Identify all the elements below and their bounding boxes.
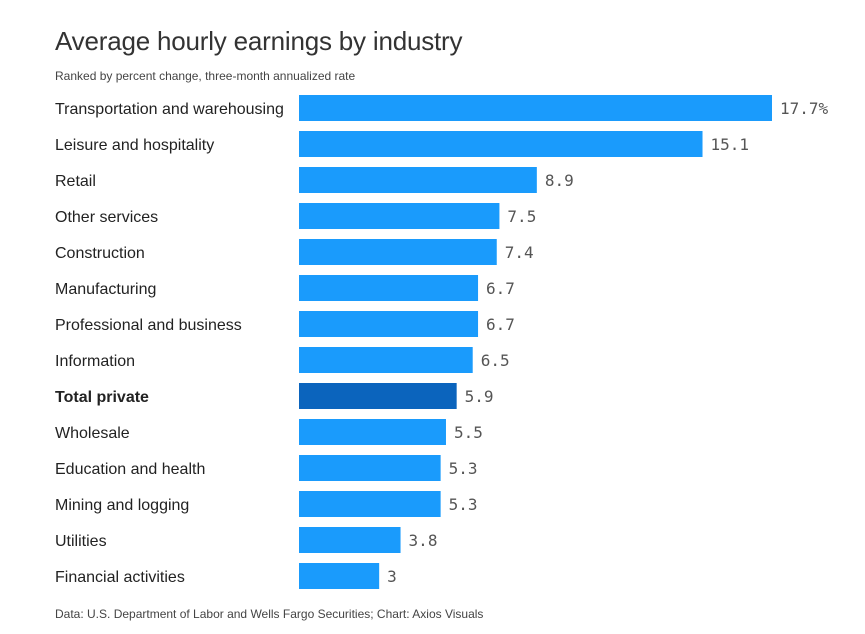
category-label: Other services xyxy=(55,209,158,226)
bar-row: Education and health 5.3 xyxy=(55,455,478,481)
category-label: Manufacturing xyxy=(55,281,156,298)
bar-row: Manufacturing 6.7 xyxy=(55,275,515,301)
bar xyxy=(299,527,401,553)
bar xyxy=(299,383,457,409)
bar-row: Total private 5.9 xyxy=(55,383,494,409)
category-label: Utilities xyxy=(55,533,107,550)
category-label: Transportation and warehousing xyxy=(55,101,284,118)
bar xyxy=(299,455,441,481)
value-label: 7.5 xyxy=(507,207,536,226)
category-label: Wholesale xyxy=(55,425,130,442)
bar-row: Construction 7.4 xyxy=(55,239,534,265)
value-label: 5.5 xyxy=(454,423,483,442)
chart-title: Average hourly earnings by industry xyxy=(55,26,463,56)
category-label: Construction xyxy=(55,245,145,262)
value-label: 5.3 xyxy=(449,495,478,514)
value-label: 8.9 xyxy=(545,171,574,190)
bar-row: Professional and business 6.7 xyxy=(55,311,515,337)
source-note: Data: U.S. Department of Labor and Wells… xyxy=(55,607,484,621)
bar xyxy=(299,203,500,229)
bar xyxy=(299,167,537,193)
bar-row: Transportation and warehousing 17.7% xyxy=(55,95,829,121)
category-label: Mining and logging xyxy=(55,497,189,514)
category-label: Leisure and hospitality xyxy=(55,137,214,154)
value-label: 5.3 xyxy=(449,459,478,478)
bar xyxy=(299,311,479,337)
bar xyxy=(299,95,772,121)
bar xyxy=(299,239,497,265)
category-label: Retail xyxy=(55,173,96,190)
bar-row: Leisure and hospitality 15.1 xyxy=(55,131,749,157)
bar-row: Financial activities 3 xyxy=(55,563,397,589)
bar-row: Other services 7.5 xyxy=(55,203,536,229)
bar xyxy=(299,491,441,517)
bar xyxy=(299,347,473,373)
category-label: Professional and business xyxy=(55,317,242,334)
bar xyxy=(299,563,380,589)
bar xyxy=(299,275,479,301)
category-label: Information xyxy=(55,353,135,370)
value-label: 6.7 xyxy=(486,279,515,298)
value-label: 15.1 xyxy=(711,135,750,154)
category-label: Financial activities xyxy=(55,569,185,586)
value-label: 6.5 xyxy=(481,351,510,370)
category-label: Education and health xyxy=(55,461,205,478)
bar-row: Utilities 3.8 xyxy=(55,527,437,553)
category-label: Total private xyxy=(55,389,149,406)
chart-subtitle: Ranked by percent change, three-month an… xyxy=(55,69,356,83)
bar xyxy=(299,131,703,157)
value-label: 5.9 xyxy=(465,387,494,406)
value-label: 7.4 xyxy=(505,243,534,262)
bar-row: Wholesale 5.5 xyxy=(55,419,483,445)
bar-row: Information 6.5 xyxy=(55,347,510,373)
bar-row: Mining and logging 5.3 xyxy=(55,491,478,517)
value-label: 3 xyxy=(387,567,397,586)
value-label: 6.7 xyxy=(486,315,515,334)
value-label: 17.7% xyxy=(780,99,829,118)
bar-row: Retail 8.9 xyxy=(55,167,574,193)
value-label: 3.8 xyxy=(409,531,438,550)
bar xyxy=(299,419,446,445)
